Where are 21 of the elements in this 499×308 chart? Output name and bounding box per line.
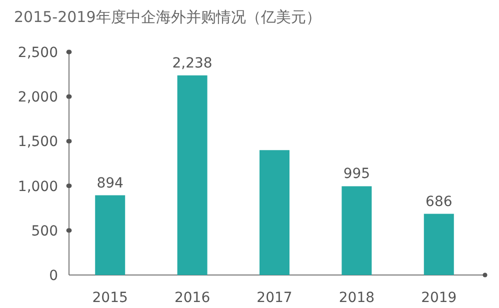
x-tick-label: 2017 [256,290,292,306]
y-tick-label: 2,000 [18,90,58,106]
y-tick-label: 1,500 [18,134,58,150]
chart-title: 2015-2019年度中企海外并购情况（亿美元） [14,8,321,26]
bar [95,195,126,275]
x-tick-label: 2016 [174,290,210,306]
x-tick-label: 2015 [92,290,128,306]
bar [342,186,372,275]
x-tick-label: 2019 [421,290,457,306]
bar [424,214,454,275]
y-tick-label: 1,000 [18,178,58,195]
x-tick-label: 2018 [338,290,375,306]
data-label: 2,238 [172,55,212,72]
y-tick-label: 0 [49,268,58,284]
data-label: 894 [96,175,124,192]
data-label: 686 [426,194,452,210]
bar [177,75,208,275]
y-tick-label: 500 [31,223,58,240]
data-label: 995 [343,166,370,182]
bar [260,150,290,275]
y-tick-label: 2,500 [18,45,58,61]
